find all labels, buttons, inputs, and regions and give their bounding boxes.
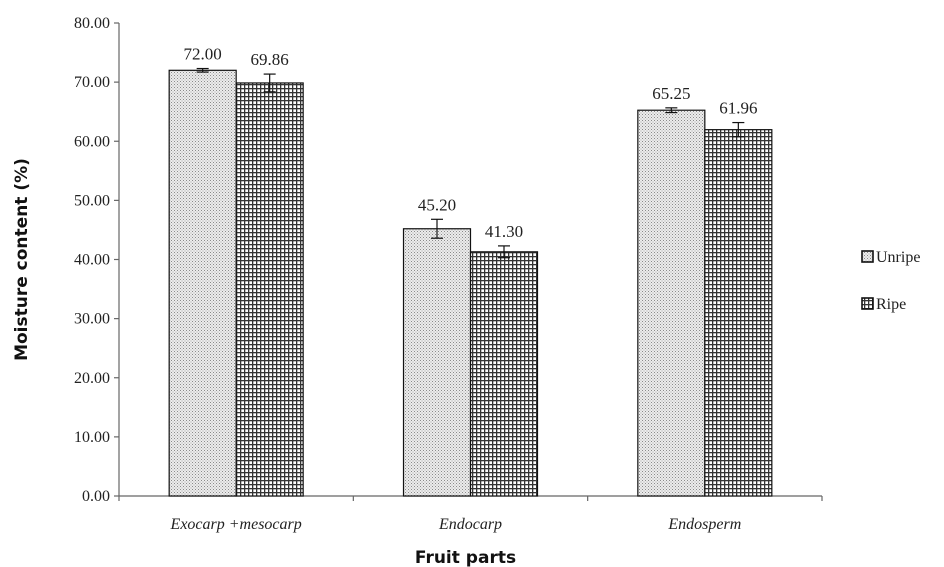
legend-item-ripe: Ripe bbox=[861, 296, 906, 313]
data-label-ripe-2: 61.96 bbox=[719, 99, 757, 118]
error-bar-ripe-1 bbox=[498, 245, 510, 259]
error-bar-unripe-2 bbox=[665, 107, 678, 114]
legend-label: Ripe bbox=[876, 296, 906, 313]
x-category-label: Endosperm bbox=[667, 516, 741, 533]
data-label-unripe-1: 45.20 bbox=[418, 195, 456, 214]
bar-unripe-2 bbox=[637, 109, 706, 497]
y-axis-title: Moisture content (%) bbox=[12, 158, 32, 361]
error-bar-ripe-0 bbox=[263, 73, 276, 93]
legend-item-unripe: Unripe bbox=[861, 249, 920, 266]
error-bar-unripe-0 bbox=[196, 67, 209, 73]
legend-swatch bbox=[861, 297, 874, 310]
y-tick-label: 0.00 bbox=[82, 488, 110, 505]
bar-unripe-0 bbox=[168, 69, 237, 497]
x-category-label: Exocarp +mesocarp bbox=[170, 516, 302, 533]
y-tick-label: 10.00 bbox=[74, 429, 110, 446]
bar-ripe-1 bbox=[469, 251, 539, 497]
error-bar-ripe-2 bbox=[732, 121, 745, 138]
bar-ripe-2 bbox=[704, 129, 773, 497]
y-tick-label: 70.00 bbox=[74, 74, 110, 91]
y-tick-label: 50.00 bbox=[74, 192, 110, 209]
y-tick-label: 60.00 bbox=[74, 133, 110, 150]
y-tick-label: 20.00 bbox=[74, 370, 110, 387]
y-tick-label: 30.00 bbox=[74, 311, 110, 328]
bar-ripe-0 bbox=[235, 82, 304, 497]
legend-swatch bbox=[861, 250, 874, 263]
y-tick-label: 40.00 bbox=[74, 252, 110, 269]
x-axis-title: Fruit parts bbox=[415, 548, 516, 567]
bar-unripe-1 bbox=[402, 228, 472, 497]
data-label-ripe-1: 41.30 bbox=[485, 222, 523, 241]
y-tick-label: 80.00 bbox=[74, 15, 110, 32]
error-bar-unripe-1 bbox=[431, 218, 443, 239]
data-label-ripe-0: 69.86 bbox=[251, 50, 289, 69]
legend-label: Unripe bbox=[876, 249, 920, 266]
x-category-label: Endocarp bbox=[438, 516, 502, 533]
data-label-unripe-2: 65.25 bbox=[652, 84, 690, 103]
data-label-unripe-0: 72.00 bbox=[184, 45, 222, 64]
